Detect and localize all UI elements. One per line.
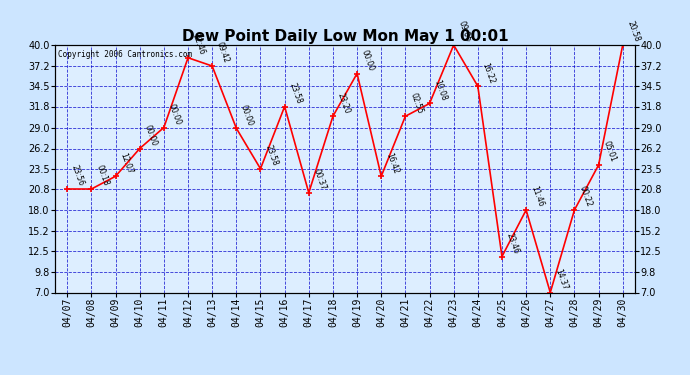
Text: 23:20: 23:20 xyxy=(336,92,352,115)
Text: 22:46: 22:46 xyxy=(191,33,207,56)
Text: 23:58: 23:58 xyxy=(264,144,279,167)
Text: 05:01: 05:01 xyxy=(602,140,618,164)
Text: 11:46: 11:46 xyxy=(529,185,545,209)
Text: 00:00: 00:00 xyxy=(239,103,255,127)
Text: 00:37: 00:37 xyxy=(312,168,328,191)
Text: 23:46: 23:46 xyxy=(505,231,521,255)
Text: 10:08: 10:08 xyxy=(433,79,448,102)
Text: 00:00: 00:00 xyxy=(167,102,183,126)
Text: 00:00: 00:00 xyxy=(360,48,376,72)
Text: 00:22: 00:22 xyxy=(578,185,593,209)
Text: 09:05: 09:05 xyxy=(457,20,473,44)
Text: 23:56: 23:56 xyxy=(70,164,86,188)
Text: 16:42: 16:42 xyxy=(384,152,400,175)
Text: 02:55: 02:55 xyxy=(408,91,424,115)
Text: 16:22: 16:22 xyxy=(481,62,497,85)
Text: 00:00: 00:00 xyxy=(143,123,159,147)
Text: 14:37: 14:37 xyxy=(553,267,569,291)
Text: 20:58: 20:58 xyxy=(626,20,642,44)
Text: Copyright 2006 Cantronics.com: Copyright 2006 Cantronics.com xyxy=(58,50,193,59)
Text: 00:18: 00:18 xyxy=(95,164,110,188)
Text: 12:07: 12:07 xyxy=(119,152,135,175)
Text: 23:58: 23:58 xyxy=(288,82,304,105)
Text: 09:42: 09:42 xyxy=(215,41,231,64)
Title: Dew Point Daily Low Mon May 1 00:01: Dew Point Daily Low Mon May 1 00:01 xyxy=(181,29,509,44)
